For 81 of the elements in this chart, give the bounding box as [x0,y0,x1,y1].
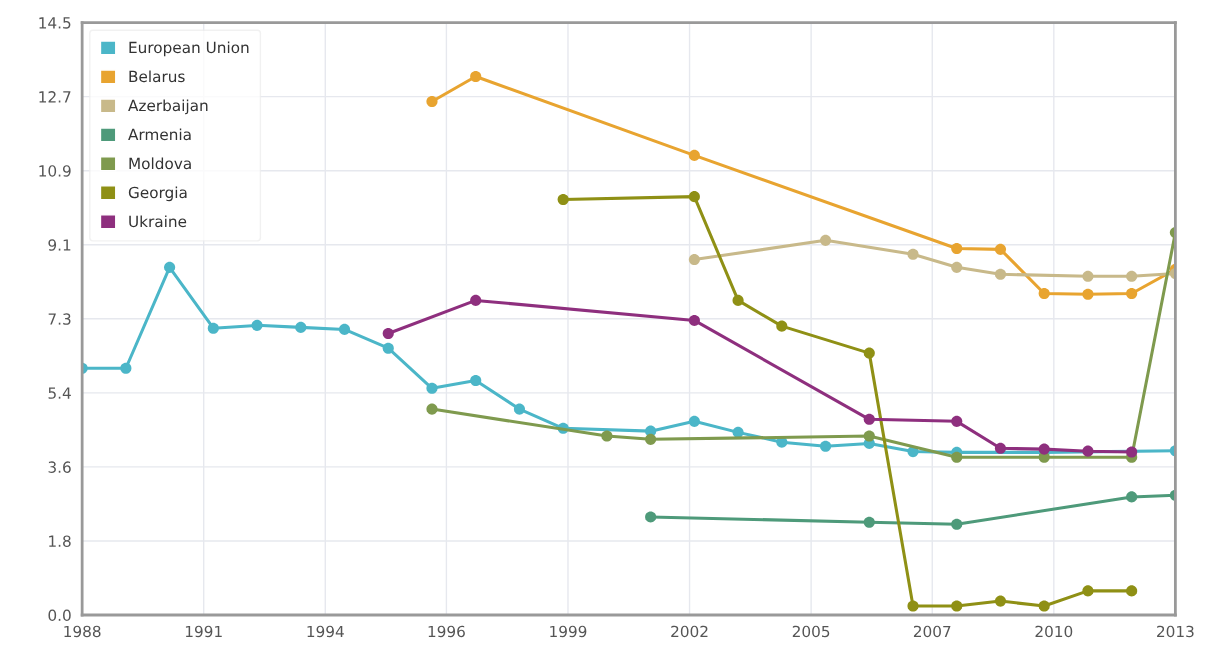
y-tick-label: 12.7 [39,91,71,103]
point [863,413,875,425]
point [688,254,700,266]
point [994,268,1007,280]
x-tick-label: 2007 [913,625,951,638]
point [645,511,657,523]
legend-label: Armenia [128,128,191,141]
legend-label: European Union [129,41,249,57]
point [732,294,744,306]
y-tick-label: 0.0 [48,609,71,622]
point [470,294,482,306]
x-tick-label: 2005 [792,625,830,638]
point [120,362,132,374]
y-tick-label: 1.8 [49,535,71,547]
x-tick-label: 2002 [671,625,708,638]
point [1082,288,1094,300]
point [688,415,700,427]
point [645,433,657,445]
y-tick-label: 14.5 [39,17,71,29]
x-tick-label: 1996 [428,625,465,638]
point [295,321,307,333]
legend-label: Azerbaijan [128,99,208,115]
legend-label: Moldova [129,157,191,170]
point [1126,491,1138,503]
x-tick-label: 1988 [64,625,101,638]
x-tick-label: 2013 [1157,625,1194,638]
point [688,191,700,203]
point [470,70,482,83]
point [1126,287,1138,300]
point [819,440,832,452]
x-tick-label: 2010 [1035,625,1073,638]
point [951,518,963,530]
point [382,342,394,354]
point [863,516,875,528]
x-tick-label: 1999 [550,625,587,638]
point [994,243,1007,255]
point [819,234,832,246]
point [951,261,963,273]
point [1126,270,1138,282]
point [688,314,700,326]
point [426,95,438,108]
y-tick-label: 10.9 [39,165,71,177]
point [426,382,438,394]
point [164,261,176,273]
point [207,322,219,334]
point [994,595,1007,607]
point [994,442,1007,454]
point [470,374,482,387]
y-tick-label: 3.6 [48,461,71,473]
legend-label: Georgia [128,186,187,202]
point [907,248,919,260]
point [338,323,351,335]
y-tick-label: 9.1 [48,239,71,251]
point [1082,585,1094,597]
point [1038,600,1050,612]
point [1126,446,1138,458]
point [601,430,613,442]
point [688,149,700,161]
point [951,600,963,612]
point [1126,585,1138,597]
point [426,403,438,415]
point [251,319,263,331]
legend-label: Belarus [129,70,185,83]
x-tick-label: 1991 [185,625,222,638]
point [776,320,788,332]
point [863,347,875,359]
point [557,193,569,206]
point [1082,270,1094,282]
point [1082,445,1094,457]
y-tick-label: 5.4 [48,387,71,399]
point [951,415,963,427]
point [382,327,394,340]
point [907,600,919,612]
point [863,430,875,442]
point [951,451,963,463]
legend-label: Ukraine [129,215,187,228]
point [1038,287,1050,300]
point [951,242,963,255]
x-tick-label: 1994 [307,625,344,638]
y-tick-label: 7.3 [48,313,71,325]
point [513,403,525,415]
